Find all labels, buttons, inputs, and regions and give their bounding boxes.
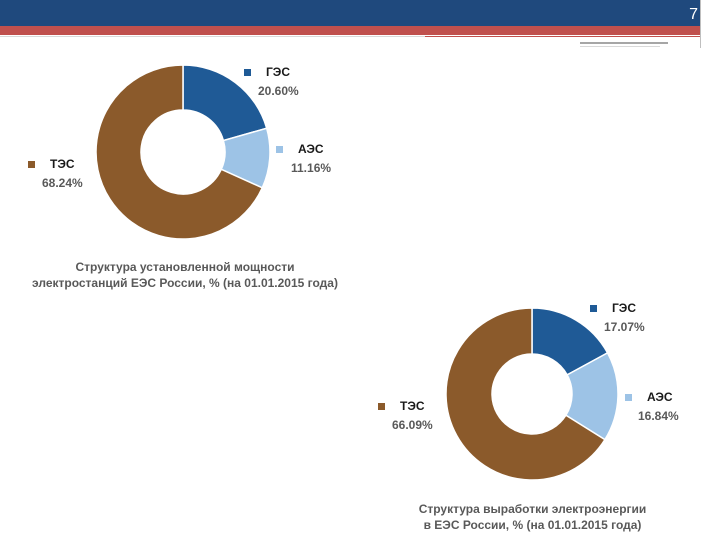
chart2-legend-label-3: ТЭС <box>400 399 425 413</box>
chart2-value-label-2: 16.84% <box>638 409 679 423</box>
header-band <box>0 0 700 26</box>
chart1-legend-marker-3 <box>28 161 35 168</box>
chart1-caption: Структура установленной мощности электро… <box>0 259 370 291</box>
chart2-slice-3 <box>445 307 606 481</box>
chart2-legend-label-1: ГЭС <box>612 301 636 315</box>
header-right-rule <box>700 0 701 48</box>
chart2-legend-marker-2 <box>625 394 632 401</box>
chart2-caption: Структура выработки электроэнергии в ЕЭС… <box>360 501 705 533</box>
chart1-caption-line1: Структура установленной мощности <box>75 260 295 274</box>
chart1-legend-marker-2 <box>276 146 283 153</box>
donut-chart-1: ГЭС 20.60% АЭС 11.16% ТЭС 68.24% <box>28 64 331 240</box>
header-accent-band <box>0 26 700 35</box>
chart2-legend-label-2: АЭС <box>647 390 673 404</box>
chart1-slice-3 <box>95 64 264 240</box>
chart2-value-label-3: 66.09% <box>392 418 433 432</box>
page-number: 7 <box>689 6 698 23</box>
chart2-legend-marker-1 <box>590 305 597 312</box>
donut-chart-2: ГЭС 17.07% АЭС 16.84% ТЭС 66.09% <box>378 301 679 481</box>
chart1-legend-marker-1 <box>244 69 251 76</box>
chart1-legend-label-3: ТЭС <box>50 157 75 171</box>
decorative-line <box>580 46 660 47</box>
chart1-value-label-3: 68.24% <box>42 176 83 190</box>
chart1-value-label-2: 11.16% <box>291 161 331 175</box>
chart2-caption-line1: Структура выработки электроэнергии <box>418 502 647 516</box>
chart1-slice-1 <box>182 64 268 142</box>
chart2-legend-marker-3 <box>378 403 385 410</box>
chart2-caption-line2: в ЕЭС России, % (на 01.01.2015 года) <box>423 518 642 532</box>
divider-line <box>0 36 425 37</box>
decorative-line <box>580 42 668 44</box>
chart1-caption-line2: электростанций ЕЭС России, % (на 01.01.2… <box>32 276 338 290</box>
chart1-value-label-1: 20.60% <box>258 84 299 98</box>
chart1-legend-label-1: ГЭС <box>266 65 290 79</box>
chart1-legend-label-2: АЭС <box>298 142 324 156</box>
chart2-value-label-1: 17.07% <box>604 320 645 334</box>
